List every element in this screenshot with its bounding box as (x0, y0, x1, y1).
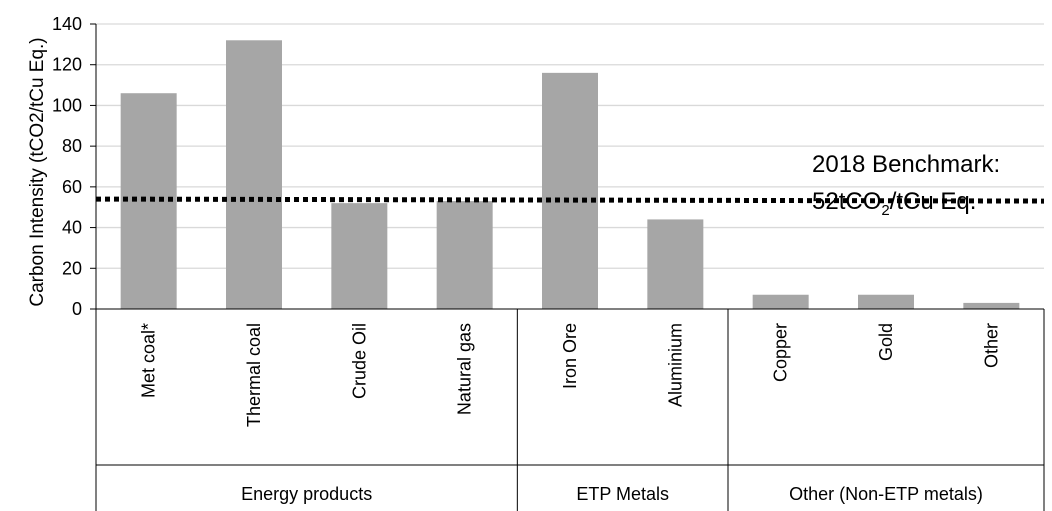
category-label: Gold (876, 323, 896, 361)
category-label: Thermal coal (244, 323, 264, 427)
benchmark-label-line1: 2018 Benchmark: (812, 151, 1000, 178)
benchmark-label-suffix: /tCu Eq. (890, 188, 977, 215)
y-axis-label: Carbon Intensity (tCO2/tCu Eq.) (27, 37, 48, 306)
bar (436, 201, 493, 309)
axes (95, 24, 1045, 511)
group-label: Energy products (241, 484, 372, 504)
group-label: ETP Metals (576, 484, 669, 504)
category-label: Iron Ore (560, 323, 580, 389)
y-tick-label: 100 (52, 95, 82, 115)
category-label: Natural gas (455, 323, 475, 415)
benchmark-label-subscript: 2 (881, 202, 889, 219)
y-tick-label: 60 (62, 177, 82, 197)
category-label: Crude Oil (349, 323, 369, 399)
category-label: Met coal* (139, 323, 159, 398)
y-tick-labels: 0 20 40 60 80 100 120 140 (52, 14, 96, 319)
y-tick-label: 80 (62, 136, 82, 156)
bar (647, 219, 704, 309)
bar (963, 302, 1020, 309)
bars (120, 40, 1020, 310)
y-tick-label: 120 (52, 55, 82, 75)
y-tick-label: 40 (62, 218, 82, 238)
bar (120, 93, 177, 309)
bar (226, 40, 282, 310)
group-label: Other (Non-ETP metals) (789, 484, 983, 504)
bar (858, 294, 914, 309)
benchmark-label-line2: 52tCO2/tCu Eq. (812, 188, 976, 219)
bar (752, 294, 809, 309)
y-tick-label: 140 (52, 14, 82, 34)
bar (542, 72, 598, 309)
category-label: Copper (771, 323, 791, 382)
category-labels: Met coal* Thermal coal Crude Oil Natural ga… (139, 323, 1002, 427)
benchmark-label-prefix: 52tCO (812, 188, 881, 215)
category-label: Aluminium (665, 323, 685, 407)
y-tick-label: 20 (62, 258, 82, 278)
bar (331, 203, 388, 309)
y-tick-label: 0 (72, 299, 82, 319)
group-labels: Energy products ETP Metals Other (Non-ETP … (241, 309, 983, 511)
category-label: Other (981, 323, 1001, 368)
